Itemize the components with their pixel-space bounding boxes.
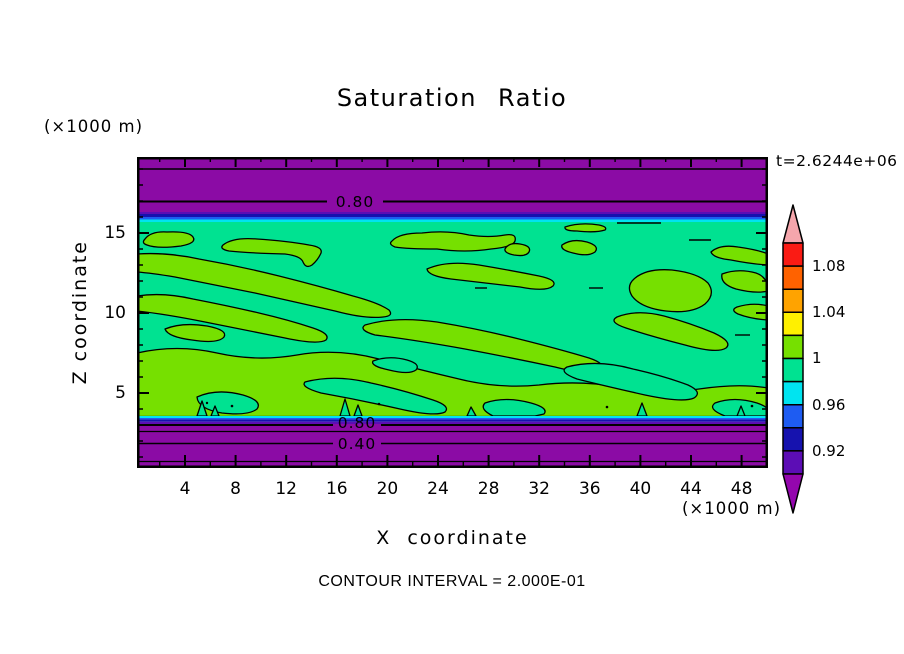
colorbar-block-cyan [782,380,804,406]
page-title: Saturation Ratio [336,84,568,112]
contour-specks [205,401,754,409]
colorbar-block-violet [782,450,804,475]
colorbar-label-092: 0.92 [812,442,846,460]
x-tick-label-44: 44 [680,479,702,499]
x-axis-unit-label: (×1000 m) [682,499,782,518]
colorbar-block-navy [782,427,804,452]
y-axis-title: Z coordinate [64,157,96,468]
colorbar-label-100: 1 [812,349,822,367]
colorbar-block-yellow [782,311,804,337]
x-tick-label-32: 32 [528,479,550,499]
y-axis-title-text: Z coordinate [69,240,91,385]
colorbar-block-blue [782,403,804,429]
x-tick-label-8: 8 [230,479,241,499]
y-tick-label-10: 10 [104,303,126,323]
colorbar-block-red [782,242,804,267]
x-tick-label-16: 16 [325,479,348,499]
x-axis-major-ticks [184,157,743,468]
y-tick-label-15: 15 [104,223,126,243]
x-tick-label-36: 36 [578,479,601,499]
contour-label-bottom-040: 0.40 [338,435,377,453]
x-tick-label-28: 28 [477,479,500,499]
x-tick-label-12: 12 [275,479,297,499]
contour-label-bottom-080: 0.80 [338,414,377,432]
saturation-channels [196,357,768,417]
colorbar-label-104: 1.04 [812,303,846,321]
y-axis-unit-label: (×1000 m) [44,117,144,136]
plot-border [137,157,768,468]
lower-dry-band [137,416,768,468]
x-tick-label-48: 48 [730,479,753,499]
colorbar-over-arrow [782,204,804,244]
contour-interval-note: CONTOUR INTERVAL = 2.000E-01 [318,573,586,590]
contour-plot: 0.80 0.80 0.40 [137,157,768,468]
colorbar-block-orangered [782,265,804,290]
time-stamp-label: t=2.6244e+06 [776,152,898,170]
contour-line-labels: 0.80 0.80 0.40 [336,193,377,453]
y-axis-minor-ticks [137,168,768,458]
x-tick-label-4: 4 [179,479,191,499]
x-axis-title: X coordinate [376,527,529,549]
y-tick-label-5: 5 [115,383,126,403]
colorbar-block-orange [782,288,804,314]
colorbar-label-108: 1.08 [812,257,846,275]
colorbar-label-096: 0.96 [812,396,846,414]
contour-label-top-080: 0.80 [336,193,375,211]
supersaturated-patches [137,223,768,374]
colorbar-block-green [782,357,804,383]
upper-dry-band [137,157,768,222]
x-tick-label-24: 24 [427,479,449,499]
x-tick-label-40: 40 [629,479,652,499]
colorbar-block-chartreuse [782,334,804,360]
x-tick-label-20: 20 [376,479,399,499]
colorbar-under-arrow [782,473,804,514]
colorbar [782,204,804,514]
contour-fragments [475,222,750,336]
